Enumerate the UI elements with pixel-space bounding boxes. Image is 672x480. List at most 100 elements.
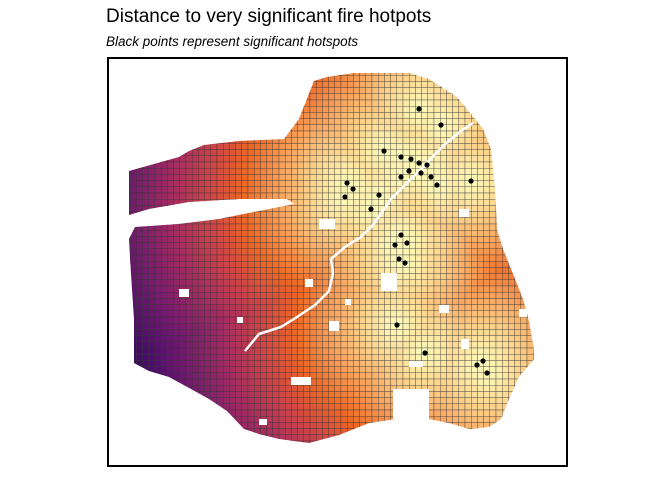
grid-cell — [359, 323, 366, 330]
grid-cell — [266, 155, 273, 163]
grid-cell — [247, 130, 255, 138]
grid-cell — [433, 316, 441, 324]
grid-cell — [167, 285, 174, 293]
grid-cell — [502, 397, 509, 404]
grid-cell — [272, 192, 280, 200]
grid-cell — [415, 316, 422, 324]
grid-cell — [340, 323, 348, 330]
grid-cell — [254, 304, 261, 311]
grid-cell — [396, 335, 404, 342]
grid-cell — [129, 155, 131, 163]
grid-cell — [173, 93, 180, 101]
grid-cell — [371, 409, 379, 417]
grid-cell — [433, 168, 441, 175]
grid-cell — [154, 118, 162, 125]
grid-cell — [520, 422, 528, 429]
grid-cell — [204, 161, 211, 169]
grid-cell — [452, 267, 459, 274]
grid-cell — [198, 261, 205, 268]
grid-cell — [161, 137, 168, 144]
grid-cell — [291, 192, 298, 200]
grid-cell — [458, 192, 466, 200]
grid-cell — [216, 403, 224, 411]
grid-cell — [247, 192, 255, 200]
grid-cell — [446, 75, 453, 82]
grid-cell — [285, 254, 292, 262]
grid-cell — [303, 341, 311, 349]
grid-cell — [278, 347, 286, 355]
grid-cell — [526, 403, 534, 411]
grid-cell — [192, 304, 199, 311]
grid-cell — [415, 323, 422, 330]
grid-cell — [340, 211, 348, 218]
grid-cell — [154, 205, 162, 212]
grid-cell — [427, 248, 435, 256]
grid-cell — [129, 137, 131, 144]
grid-cell — [278, 422, 286, 429]
grid-cell — [353, 161, 360, 169]
grid-cell — [148, 440, 156, 443]
grid-cell — [489, 329, 497, 336]
grid-cell — [458, 149, 466, 156]
grid-cell — [433, 267, 441, 274]
grid-cell — [396, 81, 404, 88]
grid-cell — [229, 335, 236, 342]
grid-cell — [495, 292, 503, 299]
grid-cell — [247, 199, 255, 206]
grid-cell — [204, 192, 211, 200]
grid-cell — [421, 372, 428, 380]
grid-cell — [303, 174, 311, 181]
grid-cell — [340, 273, 348, 280]
grid-cell — [247, 403, 255, 411]
grid-cell — [297, 360, 304, 367]
grid-cell — [229, 447, 235, 453]
grid-cell — [192, 168, 199, 175]
grid-cell — [434, 447, 440, 453]
hotspot-point — [418, 170, 424, 176]
grid-cell — [229, 304, 236, 311]
grid-cell — [421, 199, 428, 206]
grid-cell — [489, 161, 497, 169]
grid-cell — [235, 329, 242, 336]
grid-cell — [533, 323, 534, 330]
grid-cell — [155, 453, 161, 459]
grid-cell — [216, 440, 224, 443]
grid-cell — [452, 391, 459, 398]
grid-cell — [154, 143, 162, 150]
grid-cell — [216, 372, 224, 380]
grid-cell — [309, 130, 317, 138]
grid-cell — [464, 168, 472, 175]
grid-cell — [489, 403, 497, 411]
grid-cell — [130, 248, 137, 256]
grid-cell — [167, 428, 174, 435]
grid-cell — [446, 99, 453, 107]
grid-cell — [446, 316, 453, 324]
grid-cell — [210, 248, 218, 256]
grid-cell — [347, 341, 354, 349]
grid-cell — [254, 242, 261, 249]
grid-cell — [241, 137, 249, 144]
grid-cell — [464, 192, 472, 200]
grid-cell — [241, 323, 249, 330]
grid-cell — [210, 155, 218, 163]
grid-cell — [303, 416, 311, 423]
grid-cell — [328, 422, 335, 429]
grid-cell — [409, 137, 416, 144]
grid-cell — [402, 118, 410, 125]
grid-cell — [489, 261, 497, 268]
grid-cell — [526, 217, 534, 225]
grid-cell — [409, 87, 416, 94]
grid-cell — [136, 143, 143, 150]
grid-cell — [161, 112, 168, 119]
grid-cell — [136, 310, 143, 318]
grid-cell — [142, 174, 149, 181]
grid-cell — [421, 230, 428, 237]
grid-cell — [316, 205, 323, 212]
grid-cell — [198, 130, 205, 138]
grid-cell — [334, 192, 342, 200]
grid-cell — [495, 211, 503, 218]
grid-cell — [185, 403, 193, 411]
grid-cell — [526, 118, 534, 125]
grid-cell — [520, 366, 528, 373]
grid-cell — [334, 180, 342, 187]
